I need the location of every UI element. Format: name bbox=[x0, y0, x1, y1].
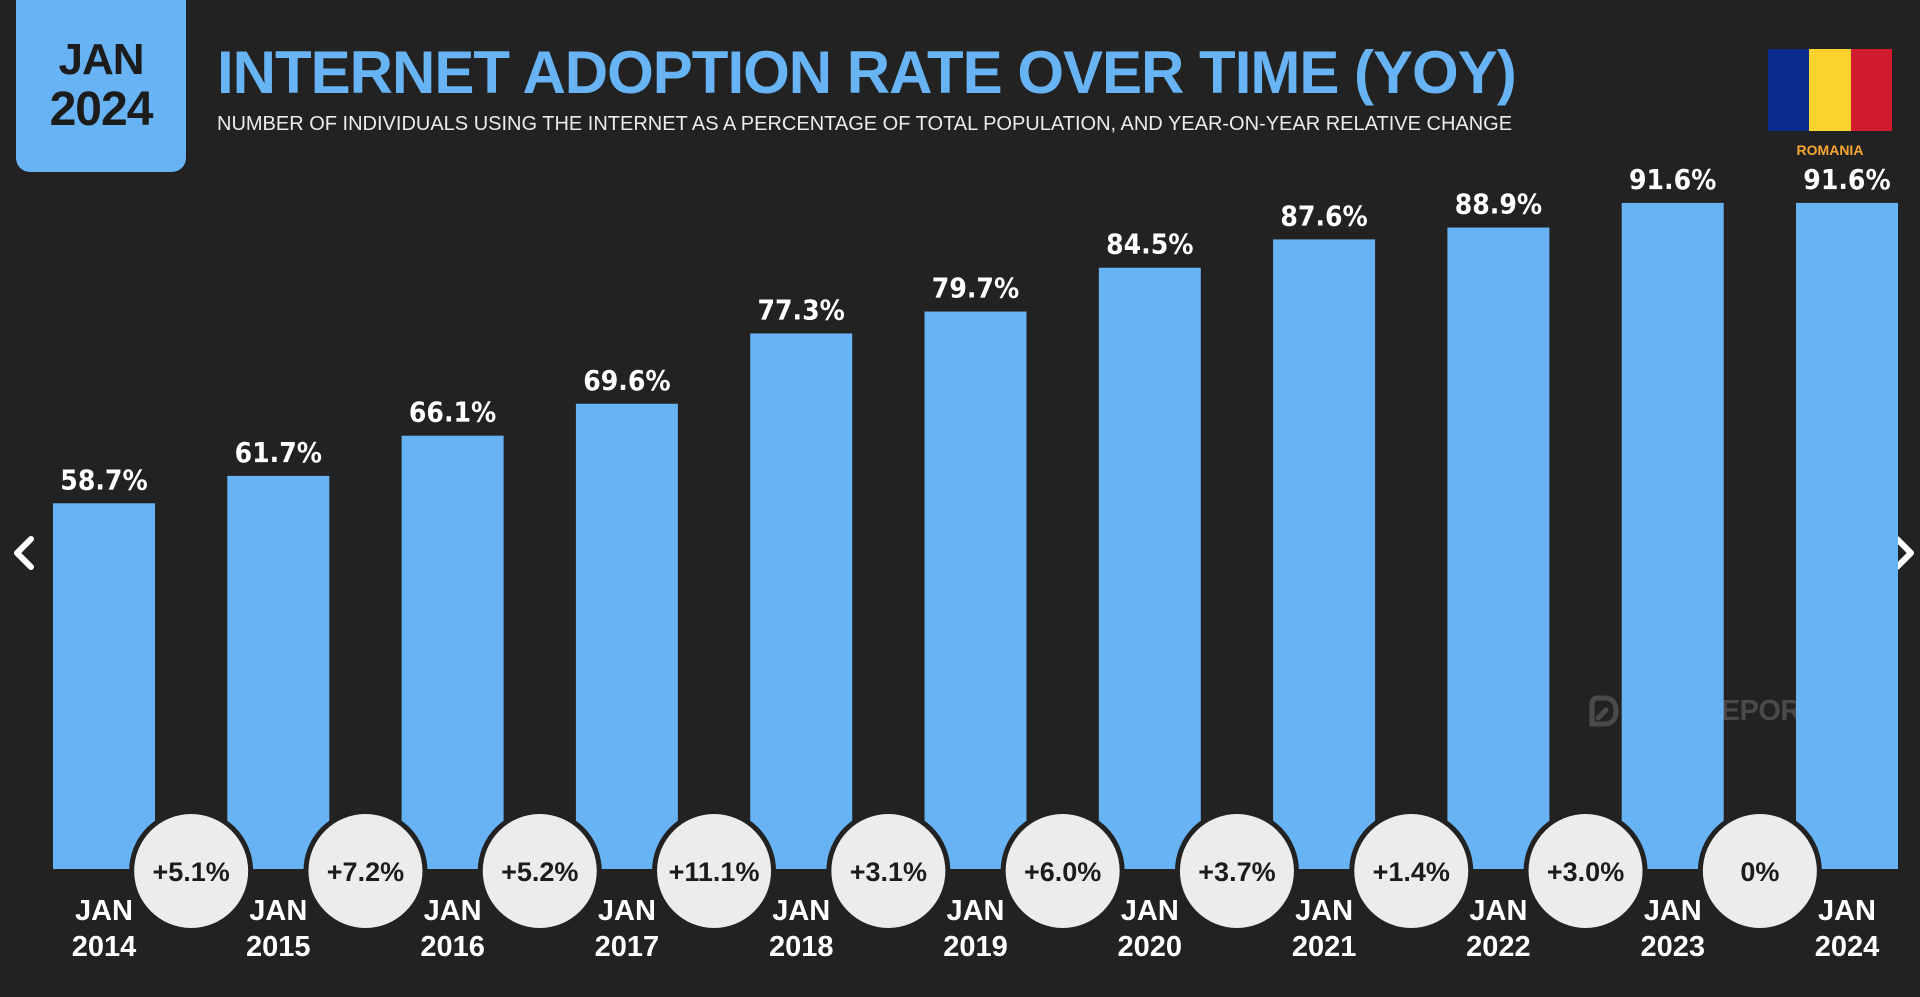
datareportal-logo-icon bbox=[1589, 695, 1619, 727]
badge-month: JAN bbox=[58, 35, 144, 84]
yoy-bubble bbox=[482, 814, 597, 928]
bar-jan-2017 bbox=[575, 403, 678, 869]
chevron-left-icon bbox=[14, 536, 34, 570]
yoy-change-label: +3.7% bbox=[1198, 857, 1275, 887]
yoy-change-label: +7.2% bbox=[327, 857, 404, 887]
bar-jan-2021 bbox=[1273, 239, 1376, 870]
chevron-right-icon bbox=[1894, 536, 1914, 570]
x-tick-label-month: JAN bbox=[75, 895, 133, 927]
yoy-bubble bbox=[134, 814, 249, 928]
x-tick-label-year: 2024 bbox=[1815, 931, 1880, 963]
value-label: 79.7% bbox=[932, 272, 1019, 305]
bar-jan-2024 bbox=[1796, 202, 1898, 870]
x-tick-label-year: 2017 bbox=[595, 931, 660, 963]
yoy-change-label: +11.1% bbox=[669, 857, 760, 887]
badge-year: 2024 bbox=[49, 83, 154, 136]
x-tick-label-year: 2016 bbox=[420, 931, 485, 963]
bar-jan-2022 bbox=[1447, 227, 1550, 870]
yoy-bubbles-layer: +5.1% +7.2% +5.2% +11.1% +3.1% +6.0% +3.7% +1.4… bbox=[129, 809, 1822, 933]
chart-subtitle: NUMBER OF INDIVIDUALS USING THE INTERNET… bbox=[217, 113, 1513, 135]
x-tick-label-year: 2020 bbox=[1118, 931, 1183, 963]
yoy-bubble bbox=[1702, 814, 1817, 928]
yoy-change-label: 0% bbox=[1740, 857, 1779, 887]
bar-jan-2015 bbox=[227, 475, 330, 869]
bar-jan-2019 bbox=[924, 311, 1027, 869]
yoy-change-label: +3.1% bbox=[850, 857, 927, 887]
x-tick-label-year: 2021 bbox=[1292, 931, 1357, 963]
x-tick-label-month: JAN bbox=[1818, 895, 1876, 927]
flag-stripe-blue bbox=[1768, 49, 1810, 131]
x-tick-label-year: 2023 bbox=[1640, 931, 1705, 963]
value-label: 91.6% bbox=[1629, 163, 1716, 196]
x-tick-label-month: JAN bbox=[1644, 895, 1702, 927]
x-tick-label-year: 2014 bbox=[72, 931, 137, 963]
x-tick-label-month: JAN bbox=[1469, 895, 1527, 927]
country-flag bbox=[1768, 49, 1892, 131]
next-slide-button[interactable] bbox=[1884, 528, 1920, 578]
x-tick-label-month: JAN bbox=[1295, 895, 1353, 927]
bar-jan-2014 bbox=[53, 503, 155, 869]
x-tick-label-month: JAN bbox=[946, 895, 1004, 927]
x-tick-label-month: JAN bbox=[1121, 895, 1179, 927]
flag-stripe-yellow bbox=[1809, 49, 1851, 131]
value-label: 61.7% bbox=[235, 436, 322, 469]
yoy-change-label: +5.2% bbox=[501, 857, 578, 887]
x-tick-label-month: JAN bbox=[424, 895, 482, 927]
value-label: 87.6% bbox=[1280, 199, 1367, 232]
yoy-bubble bbox=[1179, 814, 1294, 928]
bar-jan-2023 bbox=[1621, 202, 1724, 870]
bar-jan-2018 bbox=[750, 333, 853, 869]
bars-layer bbox=[53, 202, 1898, 870]
chart-title: INTERNET ADOPTION RATE OVER TIME (YOY) bbox=[217, 39, 1517, 106]
previous-slide-button[interactable] bbox=[4, 528, 44, 578]
value-label: 69.6% bbox=[583, 364, 670, 397]
yoy-change-label: +6.0% bbox=[1024, 857, 1101, 887]
x-tick-label-year: 2019 bbox=[943, 931, 1008, 963]
value-label: 66.1% bbox=[409, 396, 496, 429]
yoy-bubble bbox=[1354, 814, 1469, 928]
value-label: 58.7% bbox=[60, 463, 147, 496]
yoy-bubble bbox=[831, 814, 946, 928]
yoy-bubble bbox=[1528, 814, 1643, 928]
x-tick-label-year: 2015 bbox=[246, 931, 311, 963]
yoy-change-label: +1.4% bbox=[1373, 857, 1450, 887]
x-tick-label-month: JAN bbox=[598, 895, 656, 927]
x-axis-labels-layer: JAN 2014 JAN 2015 JAN 2016 JAN 2017 JAN 2018 JAN 20… bbox=[72, 895, 1880, 963]
value-label: 77.3% bbox=[758, 293, 845, 326]
value-labels-layer: 58.7% 61.7% 66.1% 69.6% 77.3% 79.7% 84.5% 87.6%… bbox=[60, 163, 1890, 496]
date-badge: JAN 2024 bbox=[16, 0, 186, 172]
yoy-bubble bbox=[308, 814, 423, 928]
value-label: 84.5% bbox=[1106, 228, 1193, 261]
x-tick-label-year: 2022 bbox=[1466, 931, 1531, 963]
yoy-change-label: +3.0% bbox=[1547, 857, 1624, 887]
value-label: 88.9% bbox=[1455, 188, 1542, 221]
x-tick-label-month: JAN bbox=[772, 895, 830, 927]
x-tick-label-year: 2018 bbox=[769, 931, 834, 963]
country-label: ROMANIA bbox=[1796, 142, 1864, 158]
bar-jan-2016 bbox=[401, 435, 504, 869]
value-label: 91.6% bbox=[1803, 163, 1890, 196]
yoy-change-label: +5.1% bbox=[152, 857, 229, 887]
yoy-bubble bbox=[1005, 814, 1120, 928]
yoy-bubble bbox=[657, 814, 772, 928]
bar-jan-2020 bbox=[1098, 267, 1201, 870]
flag-stripe-red bbox=[1850, 49, 1892, 131]
x-tick-label-month: JAN bbox=[249, 895, 307, 927]
